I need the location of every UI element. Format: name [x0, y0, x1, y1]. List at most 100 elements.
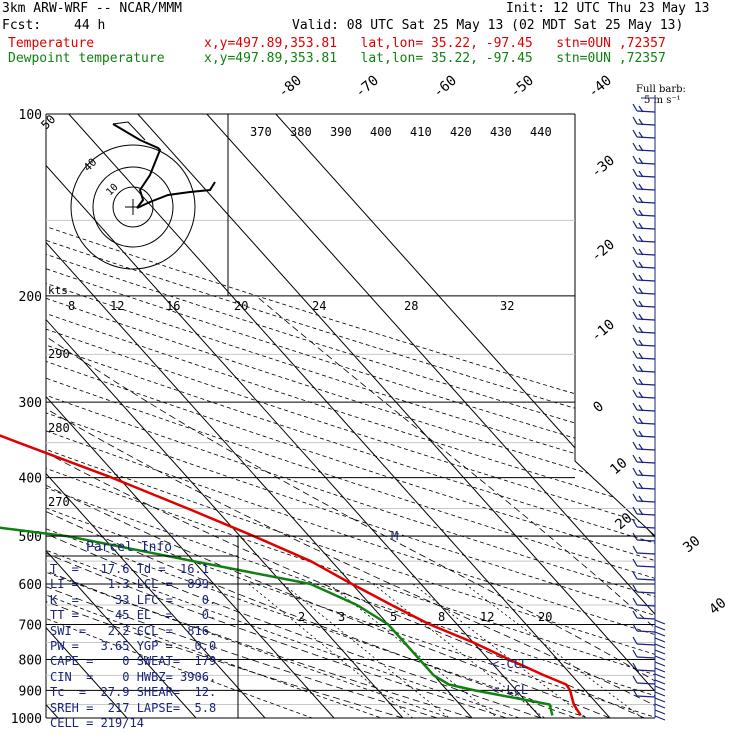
wind-barb — [636, 617, 656, 620]
wind-barb-flag — [632, 467, 638, 476]
isotherm-line — [68, 114, 611, 718]
wind-barb-flag — [632, 402, 638, 411]
pressure-tick-label: 800 — [19, 653, 42, 668]
wind-barb-flag — [638, 482, 644, 490]
theta-label: 400 — [370, 125, 392, 139]
mixing-ratio-line — [465, 583, 643, 718]
wind-barb-flag — [638, 222, 644, 230]
wind-barb-flag — [632, 636, 638, 645]
dry-adiabat — [46, 114, 655, 718]
moist-adiabat — [46, 295, 473, 718]
dry-adiabat — [46, 114, 655, 718]
dry-adiabat — [46, 114, 655, 718]
wind-barb — [636, 669, 656, 672]
wind-scale-label: 28 — [404, 299, 418, 313]
dry-adiabat — [46, 114, 655, 718]
parcel-info-title: Parcel Info — [86, 540, 173, 555]
wind-barb — [654, 703, 666, 709]
wind-barb — [636, 396, 656, 399]
moist-adiabat — [46, 295, 655, 718]
isotherm-label: -60 — [430, 73, 460, 102]
pressure-tick-label: 200 — [19, 290, 42, 305]
wind-barb — [636, 162, 656, 165]
parcel-info-line: CAPE = 0 SWEAT= 179 — [50, 654, 217, 669]
wind-barb-flag — [632, 207, 638, 216]
wind-barb — [636, 136, 656, 139]
wind-barb — [636, 630, 656, 633]
wind-barb-flag — [632, 558, 638, 567]
pressure-tick-label: 900 — [19, 684, 42, 699]
isotherm-line — [206, 114, 655, 718]
wind-scale-label: 32 — [500, 299, 514, 313]
dewpoint-location-info: x,y=497.89,353.81 lat,lon= 35.22, -97.45… — [204, 51, 666, 66]
isotherm-line — [46, 114, 266, 718]
wind-barb-flag — [632, 506, 638, 515]
wind-barb-flag — [638, 443, 644, 451]
wind-barb — [636, 474, 656, 477]
hodograph-trace — [112, 123, 216, 209]
wind-barb-flag — [632, 116, 638, 125]
wind-barb — [636, 227, 656, 230]
wind-barb — [636, 422, 656, 425]
wind-barb-flag — [638, 105, 644, 113]
theta-label: 380 — [290, 125, 312, 139]
dry-adiabat — [46, 114, 655, 718]
wind-scale-label: 24 — [312, 299, 326, 313]
wind-barb — [654, 685, 666, 691]
wind-barb — [636, 279, 656, 282]
wind-scale-label: 12 — [110, 299, 124, 313]
wind-barb-flag — [638, 300, 644, 308]
wind-barb — [636, 565, 656, 568]
wind-barb-flag — [638, 365, 644, 373]
wind-barb — [636, 318, 656, 321]
dewpoint-profile-line — [0, 526, 554, 716]
wind-barb — [636, 643, 656, 646]
wind-barb — [654, 661, 666, 667]
dry-adiabat — [46, 114, 655, 718]
wind-barb-flag — [638, 235, 644, 243]
wind-barb-flag — [638, 495, 644, 503]
isotherm-line — [137, 114, 655, 718]
wind-barb-flag — [632, 350, 638, 359]
isotherm-label: 20 — [612, 510, 635, 533]
wind-barb-flag — [638, 118, 644, 126]
isotherm-label: 40 — [706, 595, 729, 618]
theta-label: 430 — [490, 125, 512, 139]
isotherm-label: -70 — [352, 73, 382, 102]
wind-barb — [654, 649, 666, 655]
wind-barb-flag — [632, 298, 638, 307]
isotherm-label: 0 — [590, 398, 607, 416]
wind-barb — [636, 357, 656, 360]
theta-label: 410 — [410, 125, 432, 139]
dry-adiabat — [46, 114, 655, 718]
wind-barb-legend-value: 5 m s⁻¹ — [644, 95, 681, 106]
wind-barb-flag — [638, 196, 644, 204]
wind-barb-flag — [638, 131, 644, 139]
wind-barb-flag — [632, 480, 638, 489]
wind-barb-flag — [632, 259, 638, 268]
isotherm-line — [46, 114, 335, 718]
wind-barb — [636, 604, 656, 607]
wind-barb-flag — [632, 324, 638, 333]
isotherm-line — [275, 114, 655, 718]
init-time: Init: 12 UTC Thu 23 May 13 — [506, 1, 710, 16]
wind-barb-flag — [638, 170, 644, 178]
wind-barb — [636, 409, 656, 412]
wind-barb — [636, 383, 656, 386]
wind-barb-flag — [632, 246, 638, 255]
wind-barb-flag — [638, 430, 644, 438]
wind-barb — [654, 697, 666, 703]
wind-barb-flag — [632, 285, 638, 294]
wind-barb-flag — [638, 274, 644, 282]
wind-barb — [636, 331, 656, 334]
wind-barb — [654, 691, 666, 697]
wind-barb-flag — [632, 441, 638, 450]
wind-barb — [636, 526, 656, 529]
wind-barb-flag — [632, 428, 638, 437]
mixing-ratio-label: 5 — [390, 610, 397, 624]
moist-adiabat — [46, 295, 507, 718]
parcel-info-line: K = 33 LFC = 0. — [50, 592, 217, 607]
wind-barb-flag — [638, 144, 644, 152]
parcel-info-line: TT = 45 EL = 0. — [50, 608, 217, 623]
